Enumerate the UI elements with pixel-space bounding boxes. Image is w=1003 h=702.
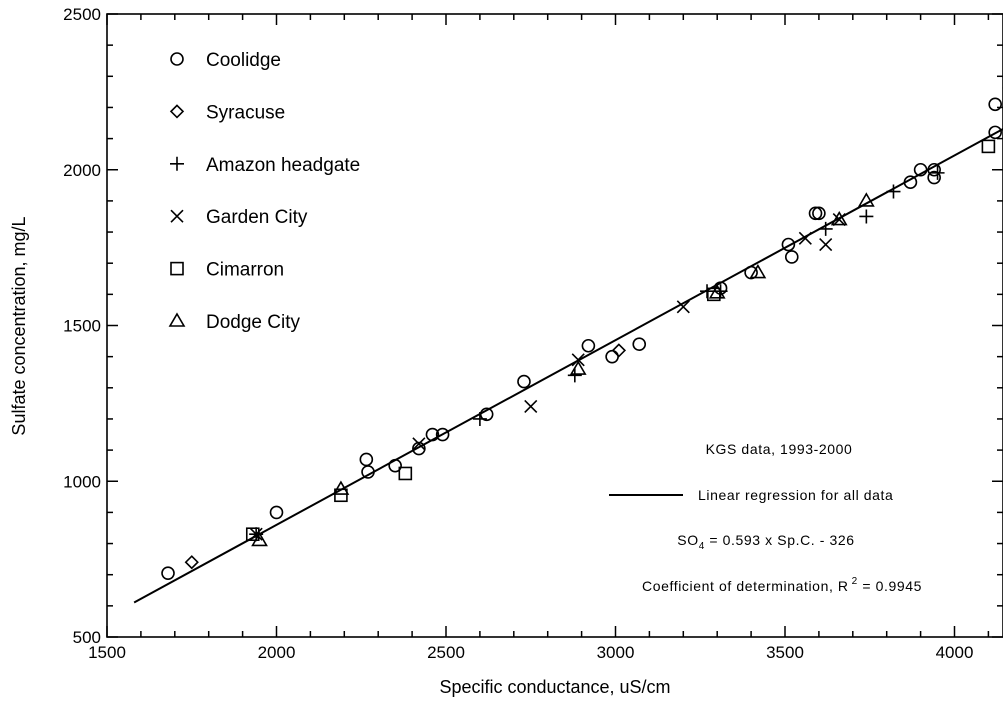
equation-prefix: SO [677, 532, 698, 548]
point-amazon-headgate [930, 165, 945, 180]
y-tick-label: 500 [73, 628, 101, 647]
point-amazon-headgate [886, 184, 901, 199]
legend-marker-dodge-city [168, 312, 186, 327]
point-dodge-city [830, 211, 848, 226]
point-coolidge [605, 349, 619, 364]
legend-label-syracuse: Syracuse [206, 102, 285, 123]
point-coolidge [808, 206, 823, 221]
point-garden-city [819, 237, 833, 252]
point-garden-city [798, 231, 812, 245]
r2-prefix: Coefficient of determination, R [642, 578, 849, 594]
point-coolidge [517, 374, 531, 389]
point-coolidge [812, 206, 826, 221]
point-dodge-city [708, 284, 726, 299]
point-syracuse [611, 343, 627, 358]
x-tick-label: 3000 [597, 643, 635, 662]
point-coolidge [784, 250, 799, 264]
point-dodge-city [857, 192, 875, 207]
legend-label-dodge-city: Dodge City [206, 312, 300, 333]
legend: Coolidge Syracuse Amazon headgate Garden Ci… [168, 50, 360, 333]
x-tick-label: 2000 [258, 643, 296, 662]
y-tick-label: 1500 [63, 317, 101, 336]
point-coolidge [903, 175, 918, 190]
point-coolidge [361, 465, 375, 479]
point-garden-city [524, 399, 538, 414]
point-coolidge [988, 97, 1002, 112]
point-coolidge [359, 452, 374, 467]
legend-label-garden-city: Garden City [206, 207, 308, 228]
data-points [161, 76, 1003, 580]
point-coolidge [913, 162, 928, 177]
x-tick-label: 4000 [936, 643, 974, 662]
regression-legend-label: Linear regression for all data [698, 487, 893, 503]
point-cimarron [707, 287, 721, 302]
r2-superscript: 2 [852, 576, 858, 587]
point-garden-city [676, 300, 690, 314]
point-coolidge [388, 458, 402, 473]
legend-marker-amazon-headgate [170, 156, 184, 171]
point-syracuse [184, 555, 199, 570]
point-cimarron [334, 488, 348, 503]
regression-line [133, 127, 1003, 604]
axis-ticks [106, 13, 1003, 638]
equation-suffix: = 0.593 x Sp.C. - 326 [705, 532, 855, 548]
y-tick-label: 1000 [63, 472, 101, 491]
annotations: KGS data, 1993-2000 Linear regression fo… [609, 441, 922, 594]
point-dodge-city [332, 480, 350, 495]
point-coolidge [425, 427, 440, 442]
point-amazon-headgate [567, 368, 582, 383]
point-coolidge [632, 337, 647, 351]
point-coolidge [927, 170, 941, 185]
y-tick-label: 2500 [63, 5, 101, 24]
point-coolidge [927, 162, 941, 177]
point-amazon-headgate [472, 411, 487, 426]
legend-marker-cimarron [170, 261, 184, 276]
point-coolidge [412, 441, 426, 456]
x-tick-label: 3500 [766, 643, 804, 662]
point-coolidge [988, 125, 1002, 140]
x-tick-label: 1500 [88, 643, 126, 662]
equation-subscript: 4 [699, 541, 705, 552]
point-cimarron [398, 466, 413, 481]
legend-label-cimarron: Cimarron [206, 260, 284, 281]
point-amazon-headgate [818, 221, 833, 236]
legend-marker-syracuse [169, 104, 185, 119]
point-coolidge [161, 566, 175, 580]
x-tick-label: 2500 [427, 643, 465, 662]
legend-label-amazon-headgate: Amazon headgate [206, 155, 360, 176]
point-amazon-headgate [859, 209, 874, 224]
point-garden-city [412, 437, 426, 451]
y-axis-title: Sulfate concentration, mg/L [9, 216, 29, 435]
point-dodge-city [569, 360, 587, 375]
y-tick-label: 2000 [63, 161, 101, 180]
x-axis-title: Specific conductance, uS/cm [439, 677, 670, 697]
legend-marker-coolidge [170, 52, 184, 66]
point-dodge-city [749, 263, 767, 279]
point-coolidge [744, 265, 758, 280]
point-coolidge [781, 237, 796, 252]
point-coolidge [435, 427, 450, 442]
legend-label-coolidge: Coolidge [206, 50, 281, 71]
point-garden-city [832, 213, 846, 227]
point-cimarron [981, 139, 996, 154]
point-garden-city [249, 527, 263, 541]
point-coolidge [269, 505, 284, 520]
tick-labels: 1500200025003000350040004500500100015002… [63, 5, 974, 662]
regression-equation: SO4 = 0.593 x Sp.C. - 326 [677, 532, 854, 552]
r2-suffix: = 0.9945 [858, 578, 922, 594]
source-note: KGS data, 1993-2000 [706, 441, 853, 457]
point-dodge-city [251, 531, 268, 547]
legend-marker-garden-city [170, 209, 184, 223]
point-garden-city [571, 353, 585, 367]
point-coolidge [581, 338, 596, 353]
